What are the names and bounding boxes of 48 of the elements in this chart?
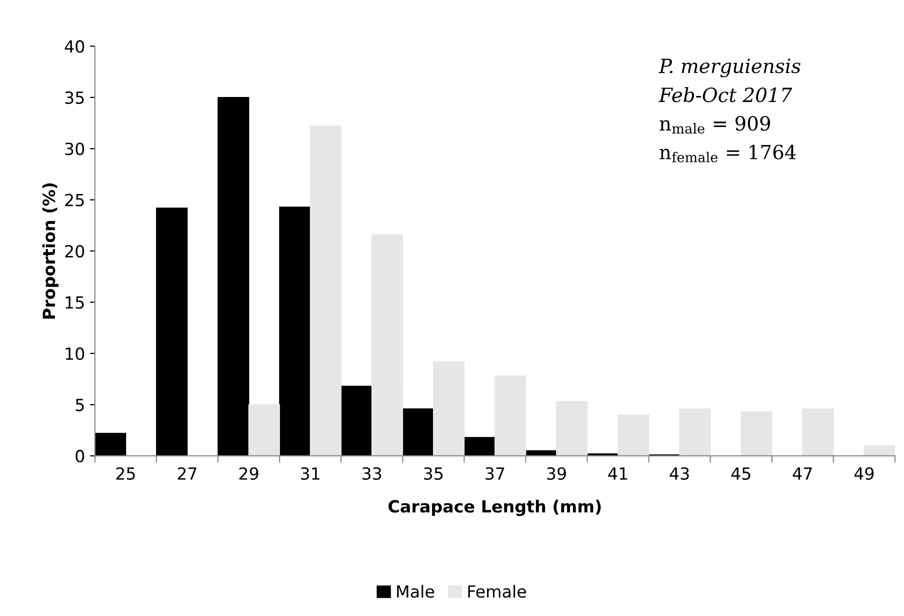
y-tick-label: 0 bbox=[76, 450, 84, 462]
x-tick-label: 29 bbox=[239, 467, 258, 480]
bar bbox=[279, 206, 311, 456]
annotation: P. merguiensis bbox=[658, 58, 800, 78]
x-tick-label: 43 bbox=[670, 467, 689, 480]
y-tick-label: 35 bbox=[65, 91, 84, 104]
bar bbox=[248, 404, 280, 456]
y-tick-label: 30 bbox=[65, 142, 84, 156]
bar bbox=[802, 408, 834, 456]
y-tick-label: 10 bbox=[66, 347, 84, 360]
x-tick-label: 37 bbox=[486, 467, 504, 480]
legend-label: Female bbox=[468, 584, 526, 598]
bar bbox=[310, 126, 342, 456]
annotation: n$_{female}$ = 1764 bbox=[660, 144, 796, 162]
y-tick-label: 40 bbox=[64, 40, 84, 53]
annotation: n$_{male}$ = 909 bbox=[660, 116, 770, 134]
x-tick-label: 25 bbox=[116, 467, 135, 480]
x-tick-label: 27 bbox=[178, 467, 196, 480]
bar bbox=[402, 408, 434, 456]
bar bbox=[740, 411, 772, 456]
bar bbox=[156, 208, 188, 456]
x-tick-label: 39 bbox=[547, 467, 566, 480]
bar bbox=[494, 376, 526, 456]
bar bbox=[340, 386, 372, 456]
bar bbox=[371, 234, 404, 456]
bar bbox=[679, 408, 711, 456]
y-tick-label: 15 bbox=[66, 296, 84, 309]
x-tick-label: 33 bbox=[362, 467, 382, 480]
bar bbox=[556, 401, 588, 456]
x-tick-label: 35 bbox=[424, 467, 443, 480]
bar bbox=[94, 432, 126, 456]
x-tick-label: 31 bbox=[300, 467, 320, 480]
x-tick-label: 47 bbox=[792, 467, 812, 480]
bar bbox=[432, 361, 465, 456]
x-tick-label: 45 bbox=[731, 467, 750, 480]
y-tick-label: 25 bbox=[65, 194, 84, 206]
y-tick-label: 5 bbox=[76, 398, 84, 412]
annotation: Feb-Oct 2017 bbox=[658, 87, 792, 102]
bar bbox=[218, 96, 250, 456]
legend-label: Male bbox=[397, 584, 434, 598]
bar bbox=[864, 445, 895, 456]
x-tick-label: 49 bbox=[854, 467, 874, 480]
y-tick-label: 20 bbox=[65, 244, 84, 258]
bar bbox=[618, 414, 650, 456]
x-tick-label: 41 bbox=[608, 467, 628, 480]
bar bbox=[464, 436, 496, 456]
x-axis-title: Carapace Length (mm) bbox=[388, 500, 601, 516]
y-axis-title: Proportion (%) bbox=[42, 183, 58, 319]
